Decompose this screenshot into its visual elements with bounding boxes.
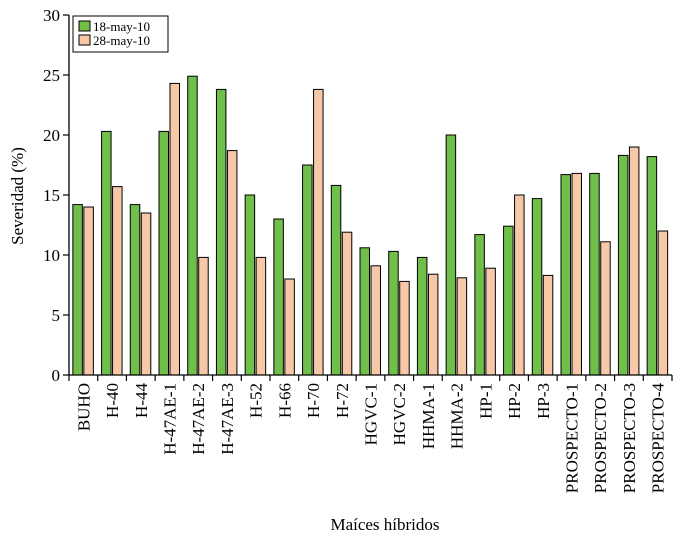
- x-tick-label: H-47AE-3: [218, 383, 237, 455]
- bar-28-may-10-HHMA-2: [456, 277, 468, 376]
- bar-18-may-10-HGVC-2: [388, 250, 399, 376]
- x-tick-label: PROSPECTO-1: [563, 383, 582, 493]
- bar-18-may-10-PROSPECTO-3: [617, 154, 629, 376]
- bar-28-may-10-HP-1: [485, 267, 496, 376]
- y-tick-label: 0: [52, 366, 61, 385]
- bar-18-may-10-H-72: [330, 184, 342, 376]
- x-tick-label: HP-2: [505, 383, 524, 419]
- y-tick-label: 25: [43, 66, 60, 85]
- bar-18-may-10-H-66: [273, 218, 284, 376]
- bar-18-may-10-PROSPECTO-4: [646, 156, 658, 376]
- x-tick-label: BUHO: [74, 383, 93, 431]
- legend-label: 18-may-10: [93, 19, 150, 34]
- y-tick-label: 30: [43, 6, 60, 25]
- bar-18-may-10-HP-2: [503, 225, 514, 376]
- x-tick-label: PROSPECTO-3: [620, 383, 639, 493]
- y-tick-label: 10: [43, 246, 60, 265]
- y-axis-title: Severidad (%): [8, 147, 27, 245]
- x-tick-label: H-66: [275, 383, 294, 418]
- x-axis-ticks: BUHO H-40 H-44 H-47AE-1 H-47AE-2 H-47AE-3 H-52…: [68, 375, 673, 494]
- bar-18-may-10-H-70: [302, 164, 313, 376]
- x-tick-label: H-52: [247, 383, 266, 418]
- y-tick-label: 15: [43, 186, 60, 205]
- bar-18-may-10-PROSPECTO-2: [589, 172, 600, 376]
- x-tick-label: H-47AE-2: [189, 383, 208, 455]
- bar-28-may-10-H-47AE-2: [198, 256, 209, 376]
- bar-28-may-10-H-52: [255, 256, 267, 376]
- bar-18-may-10-HP-1: [474, 234, 485, 376]
- legend-label: 28-may-10: [93, 33, 150, 48]
- bar-18-may-10-HHMA-2: [445, 134, 457, 376]
- bar-18-may-10-H-47AE-3: [215, 88, 227, 376]
- x-tick-label: HHMA-1: [419, 383, 438, 449]
- x-tick-label: H-70: [304, 383, 323, 418]
- bar-28-may-10-PROSPECTO-2: [600, 241, 611, 376]
- x-tick-label: HHMA-2: [448, 383, 467, 449]
- bar-28-may-10-H-44: [140, 212, 152, 376]
- bar-28-may-10-H-70: [313, 88, 324, 376]
- legend-swatch: [78, 20, 91, 32]
- bar-28-may-10-PROSPECTO-4: [657, 230, 669, 376]
- bar-28-may-10-H-47AE-3: [226, 150, 238, 376]
- x-tick-label: HGVC-1: [362, 383, 381, 445]
- x-tick-label: HP-3: [534, 383, 553, 419]
- bar-18-may-10-HP-3: [531, 198, 543, 376]
- x-tick-label: H-47AE-1: [161, 383, 180, 455]
- bar-18-may-10-PROSPECTO-1: [560, 174, 571, 376]
- y-tick-label: 20: [43, 126, 60, 145]
- bar-28-may-10-BUHO: [83, 206, 94, 376]
- bar-28-may-10-HGVC-1: [370, 265, 381, 376]
- y-axis-ticks: 0 5 10 15 20 25 30: [43, 6, 69, 385]
- bar-18-may-10-H-40: [101, 130, 112, 376]
- bar-28-may-10-PROSPECTO-3: [628, 146, 640, 376]
- bar-18-may-10-H-52: [244, 194, 256, 376]
- x-tick-label: HP-1: [476, 383, 495, 419]
- bar-28-may-10-HHMA-1: [427, 273, 439, 376]
- bar-28-may-10-H-72: [341, 231, 353, 376]
- bar-28-may-10-PROSPECTO-1: [571, 172, 582, 376]
- bar-18-may-10-HGVC-1: [359, 247, 370, 376]
- y-tick-label: 5: [52, 306, 61, 325]
- bar-28-may-10-H-40: [112, 186, 123, 376]
- x-tick-label: H-40: [103, 383, 122, 418]
- x-tick-label: H-72: [333, 383, 352, 418]
- x-tick-label: HGVC-2: [390, 383, 409, 445]
- x-tick-label: PROSPECTO-4: [649, 383, 668, 494]
- bar-18-may-10-HHMA-1: [416, 256, 428, 376]
- bar-28-may-10-H-47AE-1: [169, 82, 180, 376]
- x-tick-label: PROSPECTO-2: [591, 383, 610, 493]
- bar-18-may-10-H-47AE-2: [187, 75, 198, 376]
- bars-group: [72, 75, 669, 376]
- bar-28-may-10-H-66: [284, 278, 295, 376]
- legend-swatch: [78, 34, 91, 46]
- bar-18-may-10-BUHO: [72, 204, 83, 376]
- x-tick-label: H-44: [132, 383, 151, 418]
- bar-18-may-10-H-44: [129, 204, 141, 376]
- bar-18-may-10-H-47AE-1: [158, 130, 169, 376]
- x-axis-title: Maíces híbridos: [330, 515, 439, 534]
- bar-28-may-10-HGVC-2: [399, 280, 410, 376]
- bar-28-may-10-HP-2: [514, 194, 525, 376]
- bar-28-may-10-HP-3: [542, 274, 554, 376]
